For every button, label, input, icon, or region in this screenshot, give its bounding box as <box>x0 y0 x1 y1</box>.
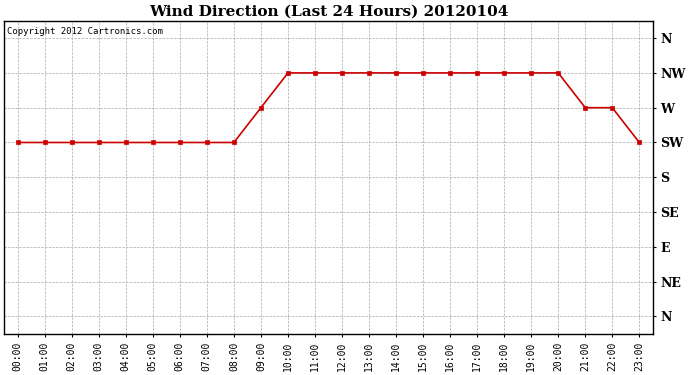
Text: Copyright 2012 Cartronics.com: Copyright 2012 Cartronics.com <box>8 27 164 36</box>
Title: Wind Direction (Last 24 Hours) 20120104: Wind Direction (Last 24 Hours) 20120104 <box>149 4 508 18</box>
